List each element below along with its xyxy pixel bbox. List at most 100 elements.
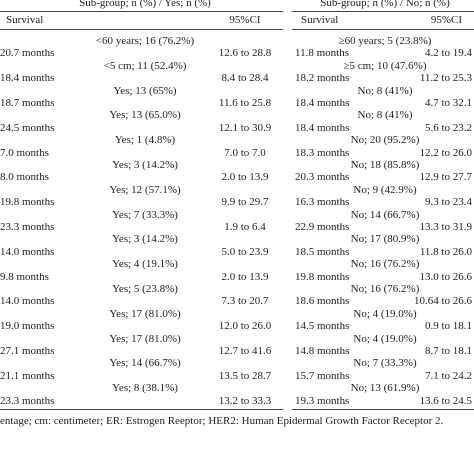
- ci: 4.7 to 32.1: [424, 97, 472, 109]
- subgroup-label: Yes; 7 (33.3%): [112, 208, 178, 221]
- subgroup-label: No; 8 (41%): [357, 84, 413, 97]
- subgroup-label: ≥60 years; 5 (23.8%): [338, 35, 432, 47]
- subgroup-label: No; 17 (80.9%): [350, 233, 420, 246]
- survival: 8.0 months: [0, 171, 49, 184]
- survival: 19.0 months: [0, 320, 55, 333]
- subgroup-label: ≥5 cm; 10 (47.6%): [343, 59, 427, 72]
- subgroup-label: No; 9 (42.9%): [353, 183, 417, 196]
- subgroup-label: No; 16 (76.2%): [350, 283, 420, 295]
- ci: 5.0 to 23.9: [221, 245, 269, 258]
- survival: 16.3 months: [295, 196, 350, 209]
- subgroup-label: No; 7 (33.3%): [353, 357, 417, 370]
- subgroup-label: Yes; 4 (19.1%): [112, 258, 178, 271]
- ci: 13.2 to 33.3: [218, 394, 272, 407]
- survival: 14.8 months: [295, 345, 350, 357]
- survival: 19.8 months: [0, 196, 55, 209]
- ci: 13.3 to 31.9: [419, 221, 472, 233]
- column-header: 95%CI: [430, 14, 462, 26]
- subgroup-label: No; 16 (76.2%): [350, 258, 420, 271]
- survival: 18.4 months: [295, 97, 350, 109]
- survival: 18.2 months: [295, 72, 350, 85]
- ci: 13.0 to 26.6: [419, 270, 472, 283]
- ci: 12.1 to 30.9: [218, 121, 272, 134]
- survival: 19.8 months: [295, 270, 350, 283]
- survival: 14.5 months: [295, 320, 350, 333]
- column-header: Survival: [301, 14, 339, 26]
- survival: 19.3 months: [295, 394, 350, 407]
- subgroup-label: No; 18 (85.8%): [350, 159, 420, 171]
- survival: 18.4 months: [295, 121, 350, 134]
- ci: 12.0 to 26.0: [218, 320, 272, 333]
- ci: 2.0 to 13.9: [221, 171, 269, 184]
- subgroup-label: Yes; 8 (38.1%): [112, 382, 178, 395]
- subgroup-label: No; 20 (95.2%): [350, 134, 420, 147]
- subgroup-label: Yes; 5 (23.8%): [112, 283, 178, 295]
- ci: 0.9 to 18.1: [424, 320, 472, 333]
- subgroup-label: No; 13 (61.9%): [350, 382, 420, 395]
- ci: 9.3 to 23.4: [424, 196, 472, 209]
- ci: 7.1 to 24.2: [424, 369, 472, 382]
- ci: 8.4 to 28.4: [221, 72, 269, 85]
- header: Sub-group; n (%) / No; n (%): [320, 0, 450, 9]
- ci: 10.64 to 26.6: [413, 295, 472, 308]
- survival: 24.5 months: [0, 121, 55, 134]
- survival: 18.5 months: [295, 245, 350, 258]
- survival: 18.4 months: [0, 72, 55, 85]
- ci: 11.8 to 26.0: [419, 245, 472, 258]
- subgroup-label: Yes; 17 (81.0%): [109, 332, 181, 345]
- ci: 12.7 to 41.6: [218, 345, 272, 357]
- ci: 12.6 to 28.8: [218, 47, 272, 60]
- subgroup-label: Yes; 13 (65%): [113, 84, 177, 97]
- subgroup-label: <60 years; 16 (76.2%): [95, 35, 195, 47]
- survival: 14.0 months: [0, 295, 55, 308]
- rule: [292, 29, 474, 30]
- rule: [0, 408, 283, 410]
- ci: 8.7 to 18.1: [424, 345, 472, 357]
- column-header: Survival: [6, 14, 44, 26]
- ci: 7.3 to 20.7: [221, 295, 269, 308]
- rule: [292, 408, 474, 410]
- subgroup-label: Yes; 12 (57.1%): [109, 183, 181, 196]
- survival: 22.9 months: [295, 221, 350, 233]
- survival: 15.7 months: [295, 369, 350, 382]
- subgroup-label: No; 4 (19.0%): [353, 307, 417, 320]
- survival: 23.3 months: [0, 221, 55, 233]
- ci: 1.9 to 6.4: [224, 221, 266, 233]
- survival: 23.3 months: [0, 394, 55, 407]
- subgroup-label: No; 14 (66.7%): [350, 208, 420, 221]
- ci: 9.9 to 29.7: [221, 196, 269, 209]
- survival: 27.1 months: [0, 345, 55, 357]
- subgroup-label: Yes; 3 (14.2%): [112, 233, 178, 246]
- subgroup-label: No; 8 (41%): [357, 109, 413, 122]
- subgroup-label: Yes; 1 (4.8%): [114, 134, 176, 147]
- subgroup-label: Yes; 13 (65.0%): [109, 109, 181, 122]
- ci: 12.2 to 26.0: [419, 146, 472, 159]
- rule: [292, 11, 474, 12]
- ci: 7.0 to 7.0: [224, 146, 266, 159]
- ci: 2.0 to 13.9: [221, 270, 269, 283]
- survival: 20.3 months: [295, 171, 350, 184]
- footnote: entage; cm: centimeter; ER: Estrogen Ree…: [0, 415, 444, 427]
- survival: 18.3 months: [295, 146, 350, 159]
- header: Sub-group; n (%) / Yes; n (%): [79, 0, 211, 9]
- ci: 4.2 to 19.4: [424, 47, 472, 60]
- subgroup-label: Yes; 17 (81.0%): [109, 307, 181, 320]
- column-header: 95%CI: [229, 14, 261, 26]
- subgroup-label: Yes; 3 (14.2%): [112, 159, 178, 171]
- rule: [0, 11, 283, 12]
- ci: 5.6 to 23.2: [424, 121, 472, 134]
- survival: 18.7 months: [0, 97, 55, 109]
- survival: 18.6 months: [295, 295, 350, 308]
- survival: 20.7 months: [0, 47, 55, 60]
- ci: 12.9 to 27.7: [419, 171, 472, 184]
- subgroup-label: <5 cm; 11 (52.4%): [103, 59, 187, 72]
- survival: 9.8 months: [0, 270, 49, 283]
- subgroup-label: Yes; 14 (66.7%): [109, 357, 181, 370]
- ci: 11.2 to 25.3: [419, 72, 472, 85]
- ci: 13.5 to 28.7: [218, 369, 272, 382]
- rule: [0, 29, 283, 30]
- ci: 13.6 to 24.5: [419, 394, 472, 407]
- survival: 14.0 months: [0, 245, 55, 258]
- survival: 11.8 months: [295, 47, 349, 60]
